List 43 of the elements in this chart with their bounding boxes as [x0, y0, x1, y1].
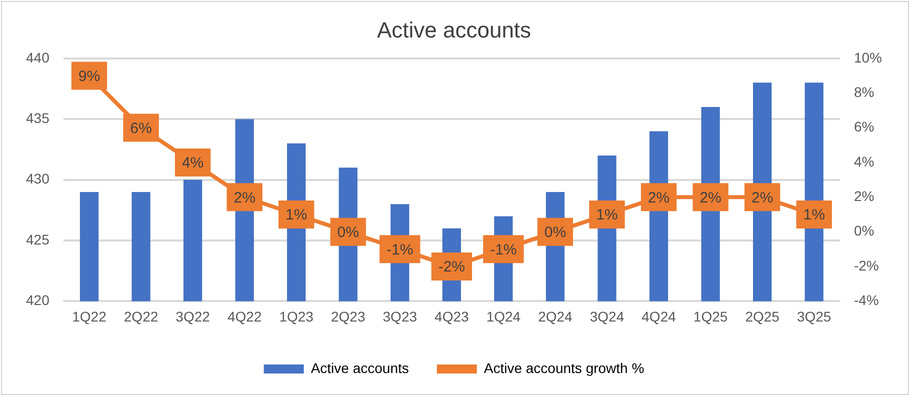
y-tick-label: 430: [26, 170, 50, 187]
data-label: 1%: [596, 206, 618, 224]
data-label: 9%: [78, 68, 100, 85]
legend-label: Active accounts: [310, 360, 409, 376]
data-label: 6%: [130, 120, 152, 137]
x-tick-label: 1Q22: [72, 308, 107, 324]
x-tick-label: 2Q23: [330, 308, 366, 324]
y2-tick-label: -2%: [854, 257, 879, 274]
x-tick-label: 1Q25: [693, 308, 728, 324]
x-tick-label: 4Q22: [227, 308, 262, 324]
y2-tick-label: 0%: [854, 222, 874, 239]
y2-tick-label: 2%: [854, 188, 874, 204]
y-tick-label: 440: [26, 49, 50, 66]
x-tick-label: 3Q22: [176, 308, 210, 324]
data-label: 4%: [182, 154, 204, 172]
x-tick-label: 2Q25: [745, 308, 780, 324]
x-tick-label: 4Q24: [642, 308, 676, 324]
y2-tick-label: -4%: [854, 292, 879, 308]
x-tick-label: 2Q22: [124, 308, 158, 324]
y2-tick-label: 8%: [854, 84, 874, 100]
x-tick-label: 2Q24: [538, 308, 573, 324]
x-tick-label: 1Q23: [279, 308, 314, 324]
data-label: 0%: [544, 224, 566, 241]
x-tick-label: 1Q24: [486, 308, 521, 324]
y-tick-label: 425: [26, 231, 50, 248]
legend-label: Active accounts growth %: [484, 360, 644, 376]
data-label: 1%: [286, 206, 308, 224]
data-label: 2%: [751, 189, 774, 206]
x-tick-label: 3Q24: [590, 308, 624, 324]
data-label: 2%: [234, 189, 256, 206]
chart-title: Active accounts: [376, 17, 532, 42]
x-tick-label: 3Q23: [382, 308, 418, 324]
y2-tick-label: 6%: [854, 118, 874, 135]
data-label: 0%: [337, 224, 359, 241]
x-tick-label: 4Q23: [434, 308, 470, 324]
data-label: 2%: [700, 189, 722, 206]
x-tick-label: 3Q25: [796, 308, 832, 324]
y2-tick-label: 4%: [854, 153, 874, 170]
data-label: 2%: [648, 189, 670, 206]
y-tick-label: 435: [26, 110, 50, 126]
y-tick-label: 420: [26, 292, 50, 308]
data-label: 1%: [803, 206, 825, 224]
y2-tick-label: 10%: [854, 49, 882, 66]
